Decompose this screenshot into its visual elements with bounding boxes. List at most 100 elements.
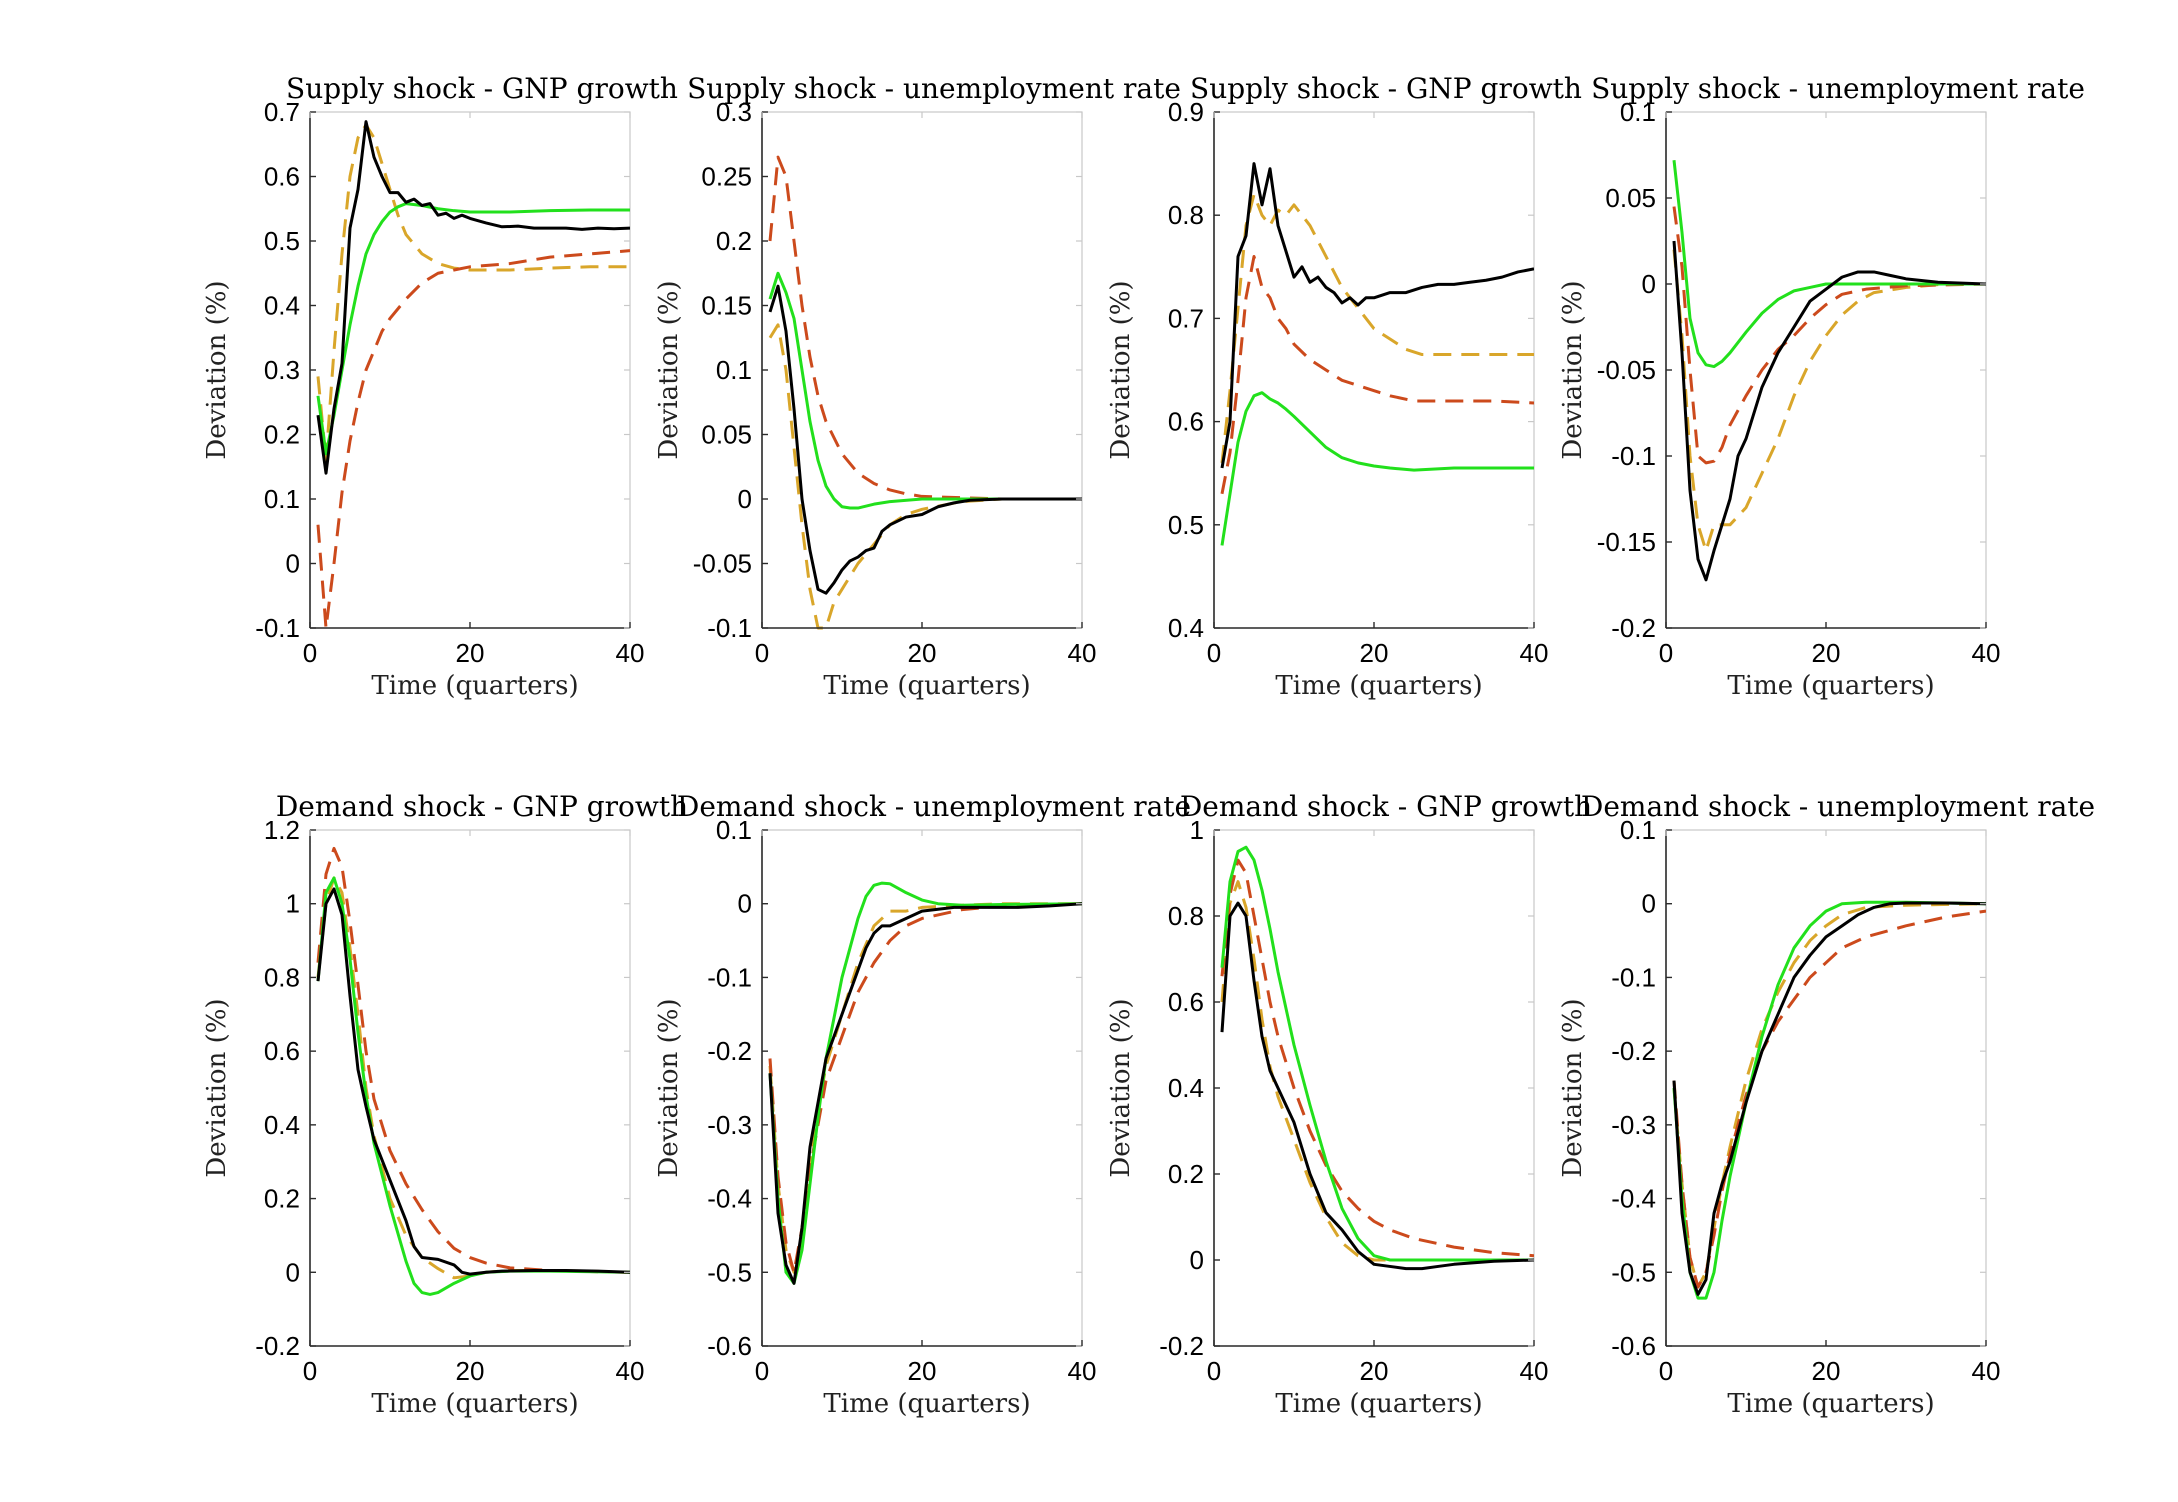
y-tick-label: 0.5 — [1168, 510, 1204, 540]
series-line-3 — [1672, 159, 1986, 369]
y-axis-label: Deviation (%) — [1106, 998, 1136, 1177]
subplot-4: -0.2 -0.15 -0.1 -0.05 0 0.05 0.1 0 20 40 Supply sh… — [1558, 72, 2085, 701]
y-tick-label: 0.05 — [1605, 183, 1656, 213]
y-tick-label: 0.1 — [716, 355, 752, 385]
subplot-title: Demand shock - GNP growth — [1180, 790, 1592, 823]
series-line-4 — [768, 902, 1082, 1285]
series-line-2 — [1672, 206, 1986, 465]
y-tick-label: 0.5 — [264, 226, 300, 256]
y-tick-label: 0 — [1190, 1245, 1204, 1275]
y-tick-label: 0.8 — [1168, 901, 1204, 931]
y-axis-label: Deviation (%) — [654, 998, 684, 1177]
y-tick-label: -0.6 — [707, 1331, 752, 1361]
x-tick-label: 0 — [303, 638, 317, 668]
x-tick-label: 40 — [1520, 638, 1549, 668]
y-tick-label: 0.6 — [264, 1036, 300, 1066]
y-tick-label: -0.1 — [1611, 962, 1656, 992]
y-tick-label: 0.8 — [1168, 200, 1204, 230]
series-line-2 — [316, 846, 630, 1274]
subplot-6: -0.6 -0.5 -0.4 -0.3 -0.2 -0.1 0 0.1 0 20 40 Demand … — [654, 790, 1191, 1419]
series-line-2 — [316, 249, 630, 630]
series-line-1 — [1220, 193, 1534, 464]
subplot-title: Supply shock - unemployment rate — [1591, 72, 2085, 105]
x-tick-label: 20 — [456, 1356, 485, 1386]
plot-frame — [1213, 829, 1535, 1347]
y-tick-label: 0.6 — [1168, 987, 1204, 1017]
y-tick-label: -0.1 — [1611, 441, 1656, 471]
subplot-title: Supply shock - GNP growth — [1190, 72, 1582, 105]
series-line-4 — [768, 284, 1082, 595]
y-tick-label: 0.2 — [1168, 1159, 1204, 1189]
series-line-1 — [768, 902, 1082, 1274]
y-tick-label: 0 — [1642, 269, 1656, 299]
y-tick-label: 0.4 — [264, 291, 300, 321]
subplot-title: Supply shock - GNP growth — [286, 72, 678, 105]
series-line-3 — [1672, 900, 1986, 1300]
y-tick-label: 0.4 — [264, 1110, 300, 1140]
series-line-3 — [316, 876, 630, 1296]
series-line-4 — [316, 120, 630, 475]
y-tick-label: 0.05 — [701, 420, 752, 450]
y-tick-label: -0.2 — [1159, 1331, 1204, 1361]
subplot-3: 0.4 0.5 0.6 0.7 0.8 0.9 0 20 40 Supply shock - GN… — [1106, 72, 1582, 701]
y-tick-label: -0.05 — [1597, 355, 1656, 385]
y-tick-label: -0.5 — [707, 1257, 752, 1287]
x-tick-label: 20 — [1360, 1356, 1389, 1386]
y-tick-label: -0.1 — [707, 962, 752, 992]
y-axis-label: Deviation (%) — [202, 280, 232, 459]
y-tick-label: 0.9 — [1168, 97, 1204, 127]
x-tick-label: 40 — [1972, 638, 2001, 668]
series-line-1 — [1220, 880, 1534, 1262]
y-tick-label: 0.3 — [264, 355, 300, 385]
y-tick-label: -0.2 — [1611, 613, 1656, 643]
x-tick-label: 40 — [1068, 1356, 1097, 1386]
y-tick-label: -0.1 — [255, 613, 300, 643]
y-axis-label: Deviation (%) — [654, 280, 684, 459]
x-axis-label: Time (quarters) — [1275, 671, 1482, 701]
x-tick-label: 20 — [908, 638, 937, 668]
x-tick-label: 40 — [616, 1356, 645, 1386]
x-tick-label: 40 — [1520, 1356, 1549, 1386]
subplot-title: Demand shock - unemployment rate — [677, 790, 1191, 823]
y-tick-label: 0.4 — [1168, 613, 1204, 643]
y-tick-label: 0.1 — [716, 815, 752, 845]
x-tick-label: 0 — [1207, 1356, 1221, 1386]
series-line-4 — [1672, 240, 1986, 582]
y-tick-label: 0.2 — [264, 1184, 300, 1214]
y-tick-label: -0.3 — [1611, 1110, 1656, 1140]
y-tick-label: -0.2 — [255, 1331, 300, 1361]
x-tick-label: 20 — [1360, 638, 1389, 668]
y-tick-label: -0.4 — [707, 1184, 752, 1214]
y-tick-label: 0.7 — [1168, 303, 1204, 333]
subplot-title: Supply shock - unemployment rate — [687, 72, 1181, 105]
subplot-8: -0.6 -0.5 -0.4 -0.3 -0.2 -0.1 0 0.1 0 20 40 Demand … — [1558, 790, 2095, 1419]
series-line-4 — [316, 887, 630, 1276]
x-tick-label: 20 — [456, 638, 485, 668]
subplot-title: Demand shock - GNP growth — [276, 790, 688, 823]
x-axis-label: Time (quarters) — [823, 1389, 1030, 1419]
subplot-2: -0.1 -0.05 0 0.05 0.1 0.15 0.2 0.25 0.3 0 20 40 Supp… — [654, 72, 1181, 701]
x-tick-label: 0 — [303, 1356, 317, 1386]
y-tick-label: -0.5 — [1611, 1257, 1656, 1287]
plot-frame — [1213, 111, 1535, 629]
y-tick-label: 0.4 — [1168, 1073, 1204, 1103]
x-tick-label: 0 — [1659, 638, 1673, 668]
y-tick-label: -0.4 — [1611, 1184, 1656, 1214]
y-axis-label: Deviation (%) — [202, 998, 232, 1177]
y-tick-label: -0.2 — [707, 1036, 752, 1066]
y-tick-label: -0.1 — [707, 613, 752, 643]
series-line-4 — [1672, 901, 1986, 1296]
x-tick-label: 40 — [1972, 1356, 2001, 1386]
series-line-4 — [1220, 162, 1534, 469]
y-tick-label: 1 — [1190, 815, 1204, 845]
y-tick-label: 0.7 — [264, 97, 300, 127]
y-tick-label: 0.25 — [701, 162, 752, 192]
series-line-3 — [768, 881, 1082, 1285]
y-tick-label: 0 — [286, 549, 300, 579]
x-axis-label: Time (quarters) — [823, 671, 1030, 701]
series-line-3 — [1220, 391, 1534, 546]
x-tick-label: 40 — [616, 638, 645, 668]
y-tick-label: -0.3 — [707, 1110, 752, 1140]
